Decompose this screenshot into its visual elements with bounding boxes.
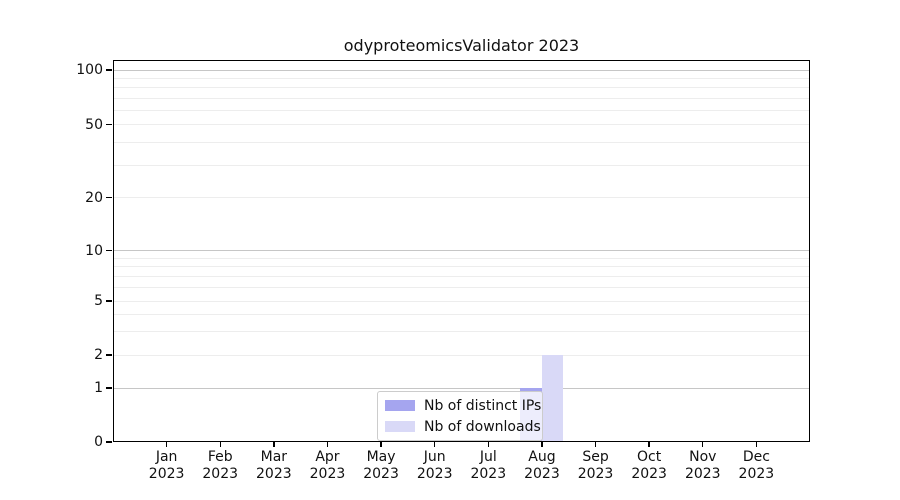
minor-gridline xyxy=(113,109,810,111)
x-tick-mark xyxy=(326,441,329,447)
x-tick-mark xyxy=(594,441,597,447)
y-tick-label: 20 xyxy=(85,189,103,206)
y-tick-label: 1 xyxy=(94,380,103,396)
major-gridline xyxy=(113,250,810,252)
y-tick-mark xyxy=(106,69,112,71)
x-tick-label: Sep 2023 xyxy=(577,449,614,482)
x-tick-mark xyxy=(165,441,168,447)
minor-gridline xyxy=(113,287,810,289)
bar-downloads xyxy=(541,355,564,442)
x-tick-label: Jan 2023 xyxy=(148,449,185,482)
x-tick-label: Mar 2023 xyxy=(256,449,292,482)
x-tick-label: Jun 2023 xyxy=(416,449,453,482)
minor-gridline xyxy=(113,164,810,166)
x-tick-mark xyxy=(702,441,704,447)
x-tick-mark xyxy=(487,441,489,447)
legend-swatch xyxy=(385,400,415,411)
legend-label: Nb of distinct IPs xyxy=(424,397,542,414)
legend: Nb of distinct IPs Nb of downloads xyxy=(377,391,543,441)
y-tick-label: 50 xyxy=(85,116,103,133)
minor-gridline xyxy=(113,87,810,89)
x-tick-label: Feb 2023 xyxy=(202,449,239,482)
chart-title: odyproteomicsValidator 2023 xyxy=(343,36,580,55)
y-tick-mark xyxy=(106,197,112,199)
minor-gridline xyxy=(113,354,810,356)
minor-gridline xyxy=(113,77,810,79)
minor-gridline xyxy=(113,313,810,315)
x-tick-mark xyxy=(541,441,543,447)
x-tick-mark xyxy=(755,441,758,447)
y-tick-label: 100 xyxy=(76,62,103,78)
x-tick-label: Apr 2023 xyxy=(309,449,346,482)
minor-gridline xyxy=(113,266,810,268)
legend-item: Nb of distinct IPs xyxy=(385,398,541,414)
y-tick-mark xyxy=(106,250,112,252)
minor-gridline xyxy=(113,276,810,278)
y-tick-label: 10 xyxy=(85,242,103,259)
minor-gridline xyxy=(113,330,810,332)
x-tick-label: Nov 2023 xyxy=(684,449,721,482)
legend-swatch xyxy=(385,421,415,432)
y-tick-mark xyxy=(106,387,112,389)
major-gridline xyxy=(113,69,810,71)
y-tick-label: 0 xyxy=(94,434,103,450)
legend-item: Nb of downloads xyxy=(385,419,541,435)
y-tick-mark xyxy=(106,354,112,356)
x-tick-label: Oct 2023 xyxy=(631,449,667,482)
minor-gridline xyxy=(113,300,810,302)
x-tick-mark xyxy=(273,441,275,447)
minor-gridline xyxy=(113,97,810,99)
y-tick-mark xyxy=(106,124,112,126)
minor-gridline xyxy=(113,124,810,126)
x-tick-mark xyxy=(433,441,436,447)
y-tick-mark xyxy=(106,300,112,302)
minor-gridline xyxy=(113,197,810,199)
x-tick-label: Jul 2023 xyxy=(470,449,507,482)
x-tick-mark xyxy=(648,441,650,447)
minor-gridline xyxy=(113,141,810,143)
plot-area xyxy=(113,60,810,442)
y-tick-label: 2 xyxy=(94,347,103,363)
x-tick-label: Dec 2023 xyxy=(738,449,775,482)
minor-gridline xyxy=(113,257,810,259)
major-gridline xyxy=(113,387,810,389)
y-tick-mark xyxy=(106,441,112,443)
y-tick-label: 5 xyxy=(94,293,103,309)
x-tick-mark xyxy=(219,441,221,447)
x-tick-mark xyxy=(380,441,382,447)
legend-label: Nb of downloads xyxy=(424,418,541,435)
x-tick-label: May 2023 xyxy=(363,449,399,482)
x-tick-label: Aug 2023 xyxy=(524,449,560,482)
